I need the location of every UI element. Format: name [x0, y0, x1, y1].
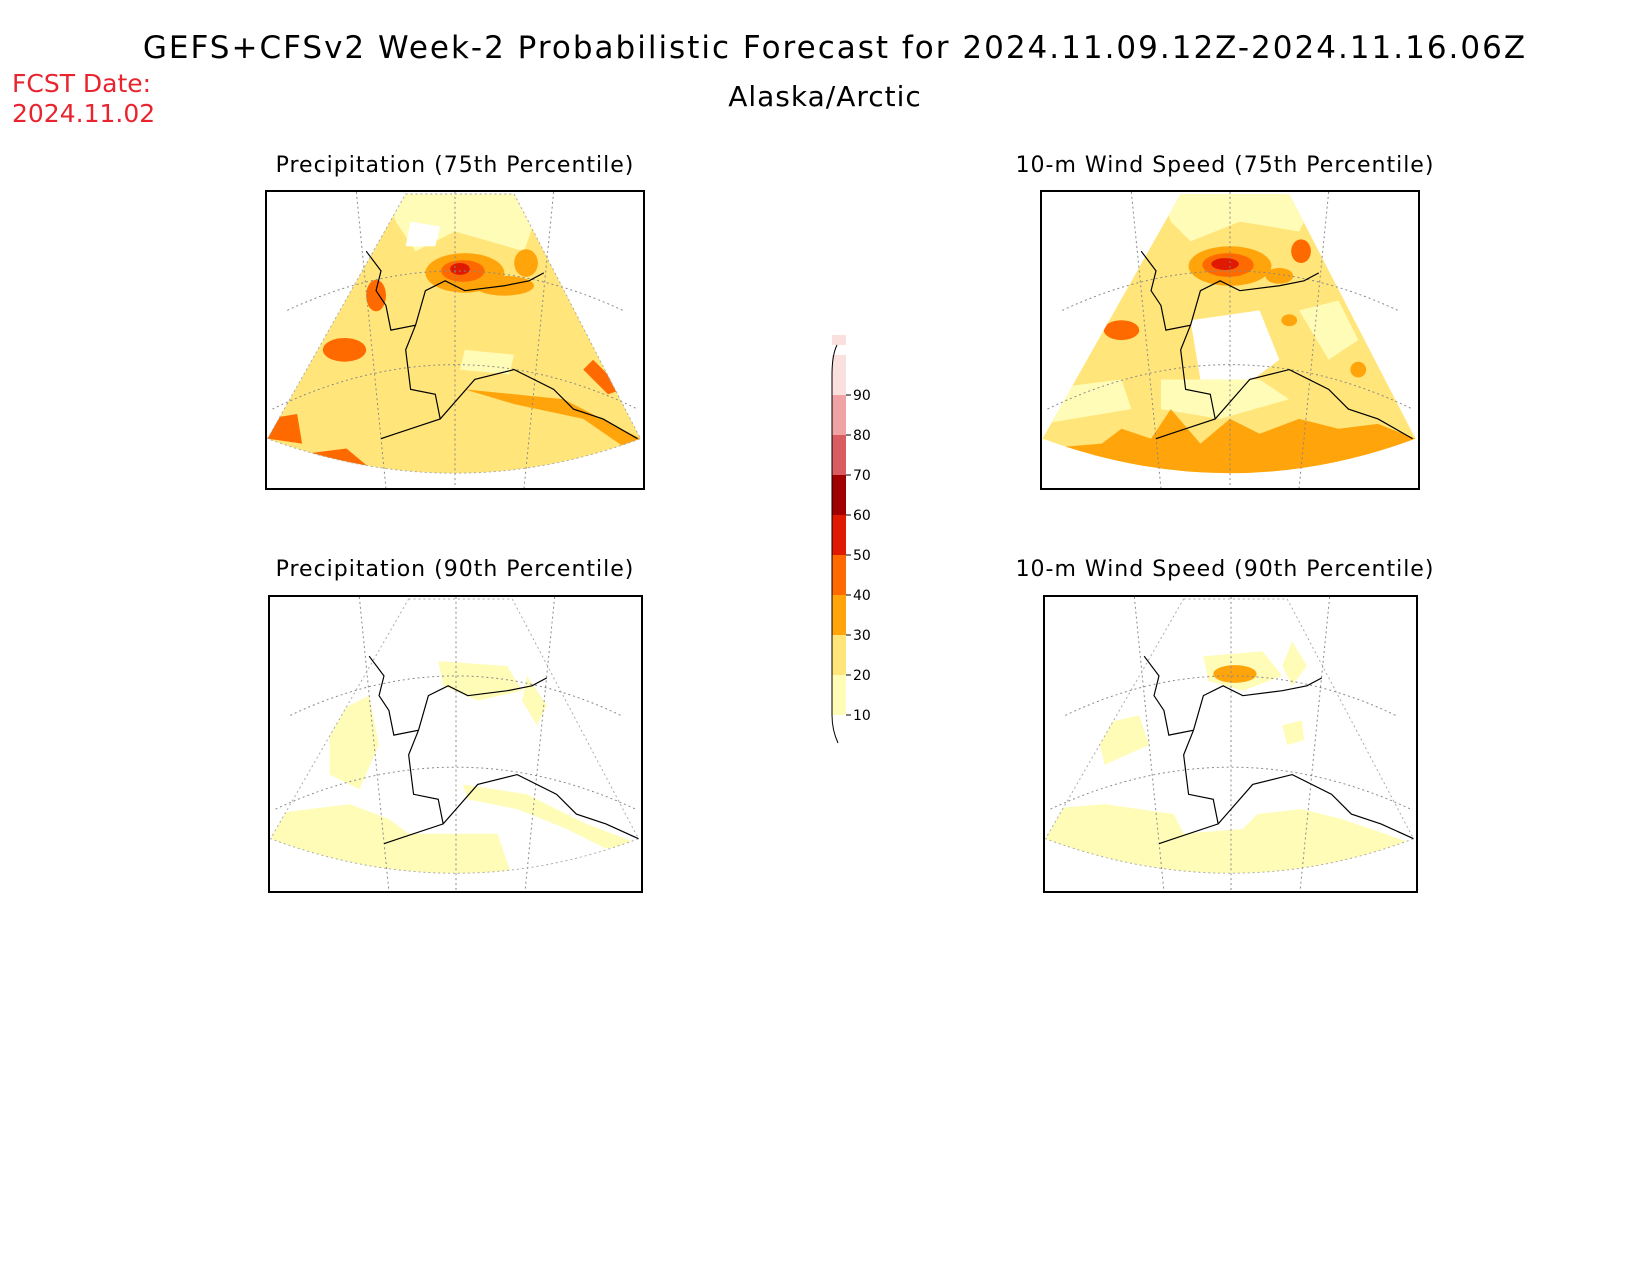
colorbar-swatch — [832, 555, 846, 595]
colorbar-tick-label: 30 — [853, 628, 871, 644]
map-panel-precip-90 — [268, 595, 643, 893]
forecast-date-label: FCST Date: — [12, 69, 152, 98]
colorbar-tick-label: 10 — [853, 708, 871, 724]
coastline — [1143, 655, 1414, 845]
colorbar-swatch — [832, 355, 846, 395]
colorbar-swatch — [832, 435, 846, 475]
colorbar-swatch-top — [832, 335, 846, 345]
colorbar-tick-label: 50 — [853, 548, 871, 564]
forecast-date-value: 2024.11.02 — [12, 99, 156, 128]
colorbar-swatch — [832, 395, 846, 435]
colorbar-tick-label: 40 — [853, 588, 871, 604]
panel-title-precip-75: Precipitation (75th Percentile) — [275, 153, 635, 178]
coastline — [368, 655, 639, 845]
map-wind-90 — [1045, 597, 1415, 891]
map-wind-75 — [1042, 192, 1416, 488]
colorbar-tick-label: 80 — [853, 428, 871, 444]
map-panel-precip-75 — [265, 190, 645, 490]
colorbar-tick-label: 70 — [853, 468, 871, 484]
map-panel-wind-90 — [1043, 595, 1418, 893]
page-title: GEFS+CFSv2 Week-2 Probabilistic Forecast… — [142, 30, 1528, 66]
colorbar-legend: 10 20 30 40 50 60 70 80 90 — [831, 335, 871, 744]
map-panel-wind-75 — [1040, 190, 1420, 490]
colorbar-swatch — [832, 635, 846, 675]
panel-title-wind-90: 10-m Wind Speed (90th Percentile) — [1015, 557, 1435, 582]
colorbar-swatch — [832, 515, 846, 555]
map-precip-90 — [270, 597, 640, 891]
panel-title-precip-90: Precipitation (90th Percentile) — [275, 557, 635, 582]
map-precip-75 — [267, 192, 642, 488]
coastline — [1140, 250, 1413, 440]
colorbar-tick-label: 60 — [853, 508, 871, 524]
colorbar-tick-label: 90 — [853, 388, 871, 404]
panel-title-wind-75: 10-m Wind Speed (75th Percentile) — [1015, 153, 1435, 178]
region-subtitle: Alaska/Arctic — [728, 80, 922, 113]
fan-region — [267, 193, 641, 474]
coastline — [365, 250, 638, 440]
colorbar-swatch — [832, 675, 846, 715]
colorbar-swatch — [832, 595, 846, 635]
colorbar-swatch — [832, 475, 846, 515]
colorbar-tick-label: 20 — [853, 668, 871, 684]
